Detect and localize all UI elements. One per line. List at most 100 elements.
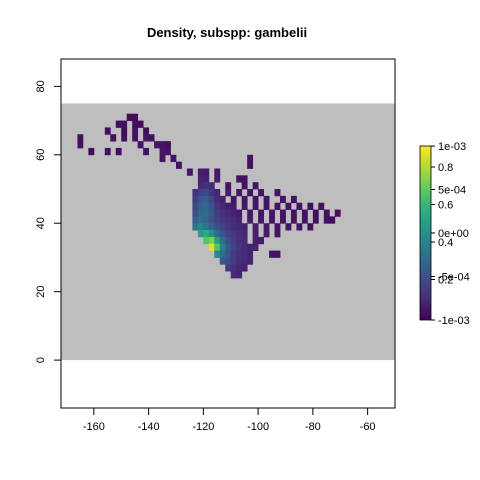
density-cell — [154, 141, 160, 149]
density-cell — [241, 257, 248, 265]
density-cell — [230, 209, 237, 217]
density-cell — [214, 216, 221, 224]
density-cell — [104, 127, 111, 135]
density-cell — [225, 230, 232, 238]
density-cell — [197, 195, 204, 204]
density-cell — [219, 230, 226, 238]
density-cell — [312, 216, 319, 224]
density-cell — [236, 271, 243, 279]
density-cell — [258, 216, 264, 224]
density-cell — [208, 195, 215, 204]
density-cell — [301, 216, 308, 224]
legend-overlay-label: 0.4 — [438, 237, 453, 249]
density-cell — [252, 195, 259, 204]
density-cell — [219, 243, 226, 252]
density-cell — [274, 230, 281, 238]
density-cell — [296, 202, 303, 210]
legend-tick-label: 5e-04 — [438, 185, 466, 197]
density-cell — [225, 243, 232, 252]
y-tick-label: 80 — [35, 80, 47, 92]
density-cell — [247, 257, 254, 265]
density-cell — [208, 209, 215, 217]
x-tick-label: -120 — [192, 421, 214, 433]
density-cell — [225, 250, 232, 258]
density-cell — [137, 120, 144, 128]
x-axis: -160 -140 -120 -100 -80 -60 — [83, 407, 376, 433]
density-cell — [214, 189, 221, 197]
density-cell — [225, 257, 232, 265]
density-cell — [225, 182, 232, 190]
density-cell — [252, 243, 259, 252]
density-cell — [203, 216, 210, 224]
density-cell — [236, 264, 243, 272]
x-tick-label: -60 — [360, 421, 376, 433]
density-cell — [230, 236, 237, 245]
density-cell — [247, 154, 254, 163]
legend-tick-label: -5e-04 — [438, 272, 470, 284]
density-cell — [203, 168, 210, 176]
density-cell — [219, 209, 226, 217]
legend-tick-label: 1e-03 — [438, 141, 466, 153]
density-cell — [132, 120, 139, 128]
density-cell — [208, 223, 215, 231]
density-cell — [203, 202, 210, 210]
density-cell — [132, 127, 139, 135]
density-cell — [241, 202, 248, 210]
density-cell — [197, 182, 204, 190]
x-tick-label: -160 — [83, 421, 105, 433]
density-cell — [148, 134, 155, 142]
density-cell — [219, 250, 226, 258]
density-cell — [214, 250, 221, 258]
density-cell — [236, 209, 243, 217]
density-cell — [247, 216, 254, 224]
density-cell — [203, 189, 210, 197]
density-cell — [192, 189, 199, 197]
density-cell — [77, 141, 84, 149]
density-cell — [252, 202, 259, 210]
density-cell — [263, 202, 270, 210]
density-cell — [241, 223, 248, 231]
density-cell — [236, 223, 243, 231]
legend-overlay-label: 0.8 — [438, 162, 453, 174]
density-cell — [285, 223, 292, 231]
density-cell — [214, 243, 221, 252]
density-cell — [203, 223, 210, 231]
density-cell — [280, 216, 286, 224]
density-cell — [258, 209, 264, 217]
density-cell — [258, 236, 264, 245]
density-cell — [236, 250, 243, 258]
density-cell — [197, 202, 204, 210]
density-cell — [225, 209, 232, 217]
density-cell — [137, 141, 144, 149]
density-cell — [214, 230, 221, 238]
density-cell — [318, 202, 325, 210]
density-cell — [121, 134, 128, 142]
density-cell — [197, 168, 204, 176]
density-cell — [241, 236, 248, 245]
density-cell — [225, 223, 232, 231]
density-cell — [203, 230, 210, 238]
density-cell — [296, 223, 303, 231]
density-cell — [214, 195, 221, 204]
density-cell — [280, 209, 286, 217]
density-cell — [274, 250, 281, 258]
y-tick-label: 0 — [35, 357, 47, 363]
density-cell — [203, 209, 210, 217]
density-cell — [159, 141, 166, 149]
density-cell — [252, 230, 259, 238]
density-cell — [323, 209, 330, 217]
density-cell — [230, 271, 237, 279]
density-cell — [263, 230, 270, 238]
density-cell — [247, 243, 254, 252]
density-cell — [236, 230, 243, 238]
density-cell — [203, 182, 210, 190]
density-cell — [192, 195, 199, 204]
density-cell — [110, 134, 117, 142]
legend-tick-label: 0e+00 — [438, 228, 469, 240]
density-cell — [230, 230, 237, 238]
density-cell — [192, 202, 199, 210]
density-cell — [197, 175, 204, 183]
density-cell — [230, 216, 237, 224]
density-cell — [236, 216, 243, 224]
density-cell — [186, 168, 193, 176]
